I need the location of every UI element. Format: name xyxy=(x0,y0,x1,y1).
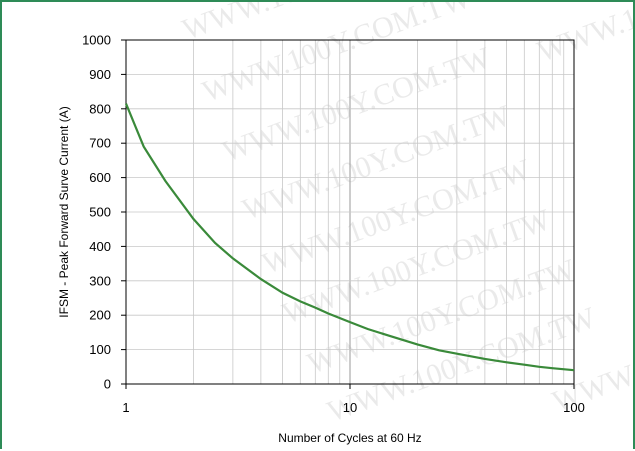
x-axis-label: Number of Cycles at 60 Hz xyxy=(278,431,421,445)
y-tick-label: 200 xyxy=(89,308,111,323)
x-tick-label: 1 xyxy=(122,400,129,415)
x-tick-label: 10 xyxy=(343,400,357,415)
y-axis-label: IFSM - Peak Forward Surve Current (A) xyxy=(57,106,71,317)
y-tick-label: 900 xyxy=(89,67,111,82)
axis-ticks: 0 100 200 300 400 500 600 700 800 900 1000 1 10 100 xyxy=(82,33,585,416)
y-tick-label: 700 xyxy=(89,136,111,151)
y-tick-label: 800 xyxy=(89,101,111,116)
y-tick-label: 500 xyxy=(89,205,111,220)
y-tick-label: 100 xyxy=(89,342,111,357)
series-line xyxy=(124,103,575,372)
watermark-layer: WWW.100Y.COM.TWWWW.100Y.COM.TWWWW.100Y.C… xyxy=(178,2,633,429)
y-tick-label: 0 xyxy=(104,377,111,392)
y-tick-label: 600 xyxy=(89,170,111,185)
grid xyxy=(125,39,575,385)
watermark-text: WWW.100Y.COM.TW xyxy=(533,2,633,69)
y-tick-label: 300 xyxy=(89,273,111,288)
y-tick-label: 1000 xyxy=(82,33,111,48)
y-tick-label: 400 xyxy=(89,239,111,254)
x-tick-label: 100 xyxy=(563,400,585,415)
